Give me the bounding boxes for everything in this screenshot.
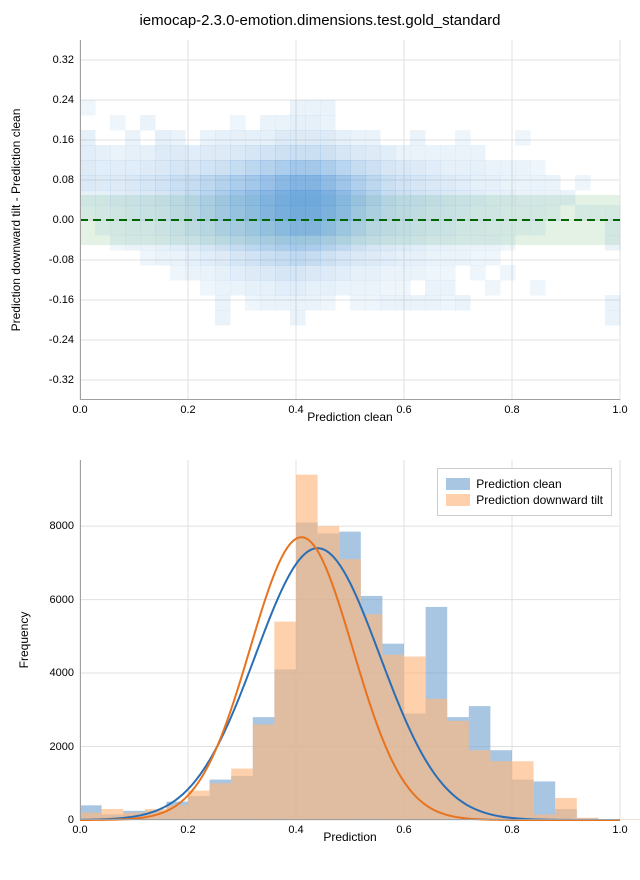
top-ytick: 0.32	[53, 54, 74, 66]
top-xtick: 0.2	[180, 404, 195, 416]
bottom-xlabel: Prediction	[323, 830, 376, 844]
legend-label: Prediction clean	[476, 477, 561, 491]
bottom-ytick: 6000	[50, 594, 74, 606]
top-spine-left	[80, 40, 81, 400]
bottom-xtick: 0.4	[288, 824, 303, 836]
bottom-ytick: 4000	[50, 667, 74, 679]
bottom-ylabel: Frequency	[17, 612, 31, 669]
top-ytick: -0.24	[49, 334, 74, 346]
legend-label: Prediction downward tilt	[476, 493, 603, 507]
top-xtick: 0.0	[72, 404, 87, 416]
bottom-spine-bottom	[80, 819, 620, 820]
bottom-xtick: 0.6	[396, 824, 411, 836]
top-scatter-plot	[80, 40, 620, 400]
top-xtick: 1.0	[612, 404, 627, 416]
legend-item: Prediction clean	[446, 477, 603, 491]
top-spine-bottom	[80, 399, 620, 400]
top-plot-svg	[80, 40, 620, 400]
top-xtick: 0.4	[288, 404, 303, 416]
legend-swatch	[446, 494, 470, 506]
bottom-ytick: 8000	[50, 520, 74, 532]
top-xtick: 0.6	[396, 404, 411, 416]
top-ytick: -0.08	[49, 254, 74, 266]
top-ytick: 0.08	[53, 174, 74, 186]
bottom-ytick: 2000	[50, 741, 74, 753]
legend-swatch	[446, 478, 470, 490]
bottom-xtick: 1.0	[612, 824, 627, 836]
top-ylabel: Prediction downward tilt - Prediction cl…	[9, 109, 23, 332]
top-ytick: -0.32	[49, 374, 74, 386]
legend: Prediction clean Prediction downward tilt	[437, 468, 612, 516]
bottom-ytick: 0	[68, 814, 74, 826]
bottom-xtick: 0.0	[72, 824, 87, 836]
top-ytick: 0.24	[53, 94, 74, 106]
bottom-xtick: 0.8	[504, 824, 519, 836]
top-xtick: 0.8	[504, 404, 519, 416]
figure: iemocap-2.3.0-emotion.dimensions.test.go…	[0, 0, 640, 880]
figure-title: iemocap-2.3.0-emotion.dimensions.test.go…	[0, 12, 640, 29]
bottom-xtick: 0.2	[180, 824, 195, 836]
legend-item: Prediction downward tilt	[446, 493, 603, 507]
bottom-histogram-plot: Prediction clean Prediction downward tilt	[80, 460, 620, 820]
top-ytick: -0.16	[49, 294, 74, 306]
bottom-spine-left	[80, 460, 81, 820]
top-ytick: 0.00	[53, 214, 74, 226]
top-xlabel: Prediction clean	[307, 410, 392, 424]
top-ytick: 0.16	[53, 134, 74, 146]
